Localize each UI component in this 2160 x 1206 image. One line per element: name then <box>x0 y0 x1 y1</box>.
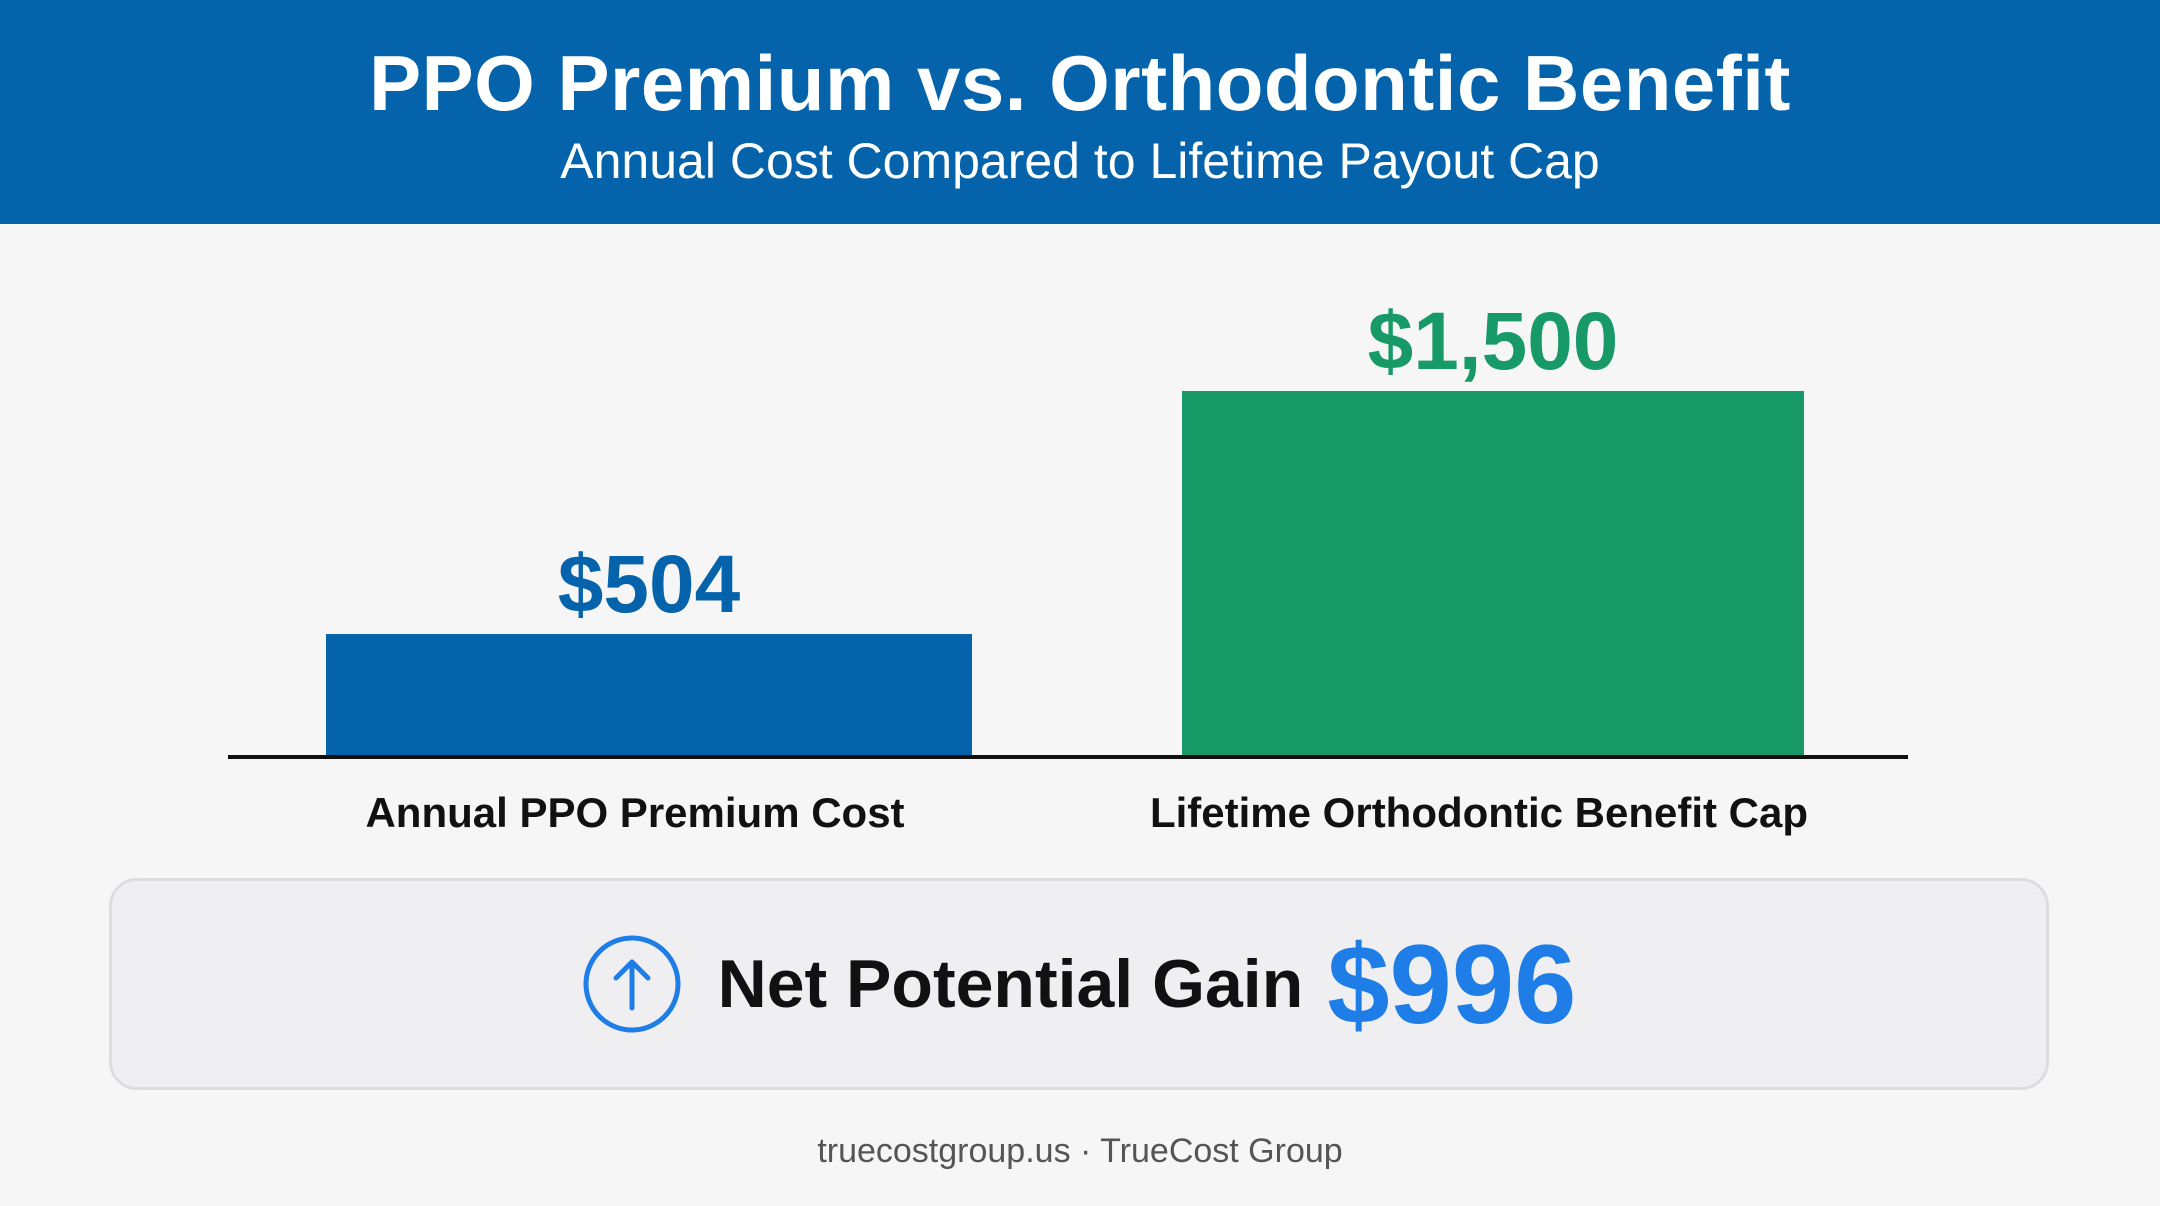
bar-2 <box>1182 391 1804 757</box>
category-label-2: Lifetime Orthodontic Benefit Cap <box>1150 789 1808 836</box>
arrow-up-circle-icon <box>583 935 681 1033</box>
bar-1 <box>326 634 972 757</box>
bar-value-label-2: $1,500 <box>1368 296 1619 387</box>
footer-credit: truecostgroup.us · TrueCost Group <box>817 1132 1343 1170</box>
chart-header: PPO Premium vs. Orthodontic Benefit Annu… <box>0 0 2160 224</box>
chart-title: PPO Premium vs. Orthodontic Benefit <box>369 39 1791 127</box>
net-gain-label: Net Potential Gain <box>717 946 1304 1022</box>
bar-value-label-1: $504 <box>558 539 741 630</box>
chart-subtitle: Annual Cost Compared to Lifetime Payout … <box>560 133 1600 189</box>
category-label-1: Annual PPO Premium Cost <box>365 789 904 836</box>
bar-chart: $504 Annual PPO Premium Cost $1,500 Lifetim… <box>228 296 1908 836</box>
net-gain-panel: Net Potential Gain $996 <box>109 878 2049 1090</box>
net-gain-value: $996 <box>1327 921 1577 1047</box>
